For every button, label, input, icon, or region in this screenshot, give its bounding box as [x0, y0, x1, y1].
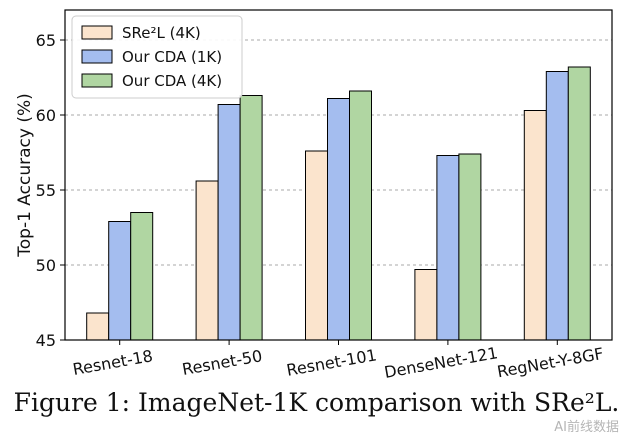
legend-label: Our CDA (4K) [122, 72, 222, 90]
legend-label: SRe²L (4K) [122, 24, 201, 42]
x-tick-labels: Resnet-18 Resnet-50 Resnet-101 DenseNet-121… [71, 340, 605, 382]
legend-box [71, 15, 243, 99]
bar-3-1 [130, 212, 154, 341]
bar-1-1 [86, 312, 110, 341]
legend-swatch [81, 49, 113, 64]
bar-2-2 [217, 104, 241, 341]
legend: SRe²L (4K) Our CDA (1K) Our CDA (4K) [71, 15, 243, 99]
legend-label: Our CDA (1K) [122, 48, 222, 66]
bar-3-5 [567, 66, 591, 341]
bar-2-3 [327, 98, 350, 341]
y-ticks: 45 50 55 60 65 [36, 31, 65, 350]
y-axis-label: Top-1 Accuracy (%) [15, 93, 35, 257]
x-tick-label: DenseNet-121 [383, 343, 499, 382]
bar-2-4 [436, 155, 460, 341]
y-tick-label: 50 [36, 256, 56, 275]
bar-2-5 [545, 71, 569, 341]
y-tick-label: 55 [36, 181, 56, 200]
bar-3-4 [458, 153, 482, 341]
bar-1-2 [195, 180, 219, 341]
x-tick-label: Resnet-50 [181, 346, 264, 379]
figure-caption: Figure 1: ImageNet-1K comparison with SR… [13, 388, 620, 417]
bar-3-2 [239, 95, 263, 341]
x-tick-label: Resnet-101 [285, 345, 378, 380]
x-tick-label: Resnet-18 [71, 346, 154, 379]
y-tick-label: 65 [36, 31, 56, 50]
y-tick-label: 45 [36, 331, 56, 350]
bar-1-4 [414, 269, 438, 341]
bar-1-5 [523, 110, 547, 341]
y-tick-label: 60 [36, 106, 56, 125]
legend-swatch [81, 25, 113, 40]
legend-swatch [81, 73, 113, 88]
bar-2-1 [108, 221, 132, 341]
bars [86, 66, 591, 341]
bar-3-3 [349, 90, 372, 341]
x-tick-label: RegNet-Y-8GF [496, 344, 605, 381]
watermark: AI前线数据 [554, 420, 619, 435]
bar-1-3 [305, 150, 328, 341]
